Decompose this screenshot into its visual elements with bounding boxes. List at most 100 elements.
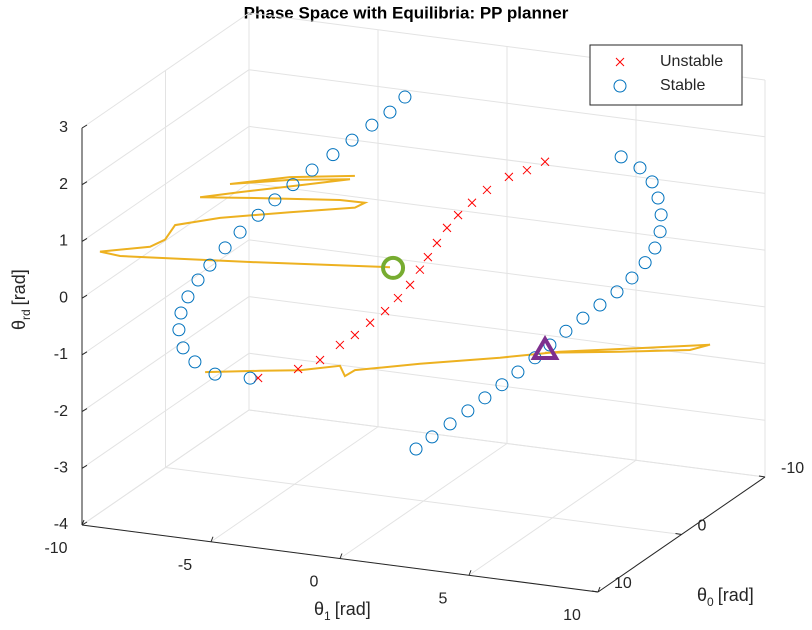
z-tick (81, 237, 88, 242)
point (233, 225, 247, 239)
point (559, 324, 573, 338)
point (345, 133, 359, 147)
x-marker-shape (423, 252, 433, 262)
z-tick (81, 521, 88, 526)
x-marker-shape (504, 172, 514, 182)
point (651, 191, 665, 205)
equilibrium-marker (381, 255, 406, 280)
point (251, 208, 265, 222)
x-marker-shape (442, 223, 452, 233)
x-marker-shape (467, 198, 477, 208)
x-marker-shape (453, 210, 463, 220)
point (405, 280, 415, 290)
point (425, 430, 439, 444)
x-tick (597, 586, 601, 593)
x-tick-label: -5 (178, 557, 192, 574)
point (398, 90, 412, 104)
point (326, 148, 340, 162)
point (181, 290, 195, 304)
point (576, 311, 590, 325)
x-tick (210, 536, 214, 542)
y-tick-label: 10 (614, 575, 632, 592)
z-axis-label: θrd[rad] (9, 269, 33, 330)
point (365, 318, 375, 328)
z-tick-label: 3 (59, 119, 68, 136)
x-tick-label: 5 (439, 590, 448, 607)
x-marker-shape (335, 340, 345, 350)
point (633, 161, 647, 175)
y-axis-label: θ0 [rad] (697, 585, 754, 609)
x-marker-shape (482, 185, 492, 195)
point (504, 172, 514, 182)
point (293, 364, 303, 374)
point (268, 193, 282, 207)
point (511, 365, 525, 379)
point (653, 225, 667, 239)
x-tick (468, 570, 472, 576)
z-tick-label: 2 (59, 176, 68, 193)
point (174, 306, 188, 320)
point (625, 271, 639, 285)
x-marker-shape (350, 330, 360, 340)
point (654, 208, 668, 222)
point (176, 341, 190, 355)
y-tick (675, 533, 682, 535)
point (540, 157, 550, 167)
legend-label: Unstable (660, 53, 723, 70)
z-tick (81, 124, 88, 129)
point (203, 258, 217, 272)
point (365, 118, 379, 132)
point (172, 323, 186, 337)
z-tick-label: -3 (54, 460, 68, 477)
grid-line (165, 467, 682, 535)
x-tick (339, 553, 343, 559)
x-tick-label: 0 (310, 574, 319, 591)
x-marker-shape (405, 280, 415, 290)
z-tick-label: 0 (59, 289, 68, 306)
point (409, 442, 423, 456)
point (383, 105, 397, 119)
grid-line (248, 409, 766, 478)
x-marker-shape (615, 57, 625, 67)
point (188, 355, 202, 369)
y-tick-label: -10 (781, 460, 804, 477)
grid-line (248, 69, 766, 138)
point (443, 417, 457, 431)
point (415, 265, 425, 275)
grid-line (81, 126, 250, 242)
point (393, 293, 403, 303)
point (461, 404, 475, 418)
x-marker-shape (315, 355, 325, 365)
point (648, 241, 662, 255)
x-marker-shape (380, 306, 390, 316)
legend-marker (615, 57, 625, 67)
grid-line (81, 69, 250, 186)
point (593, 298, 607, 312)
point (478, 391, 492, 405)
point (467, 198, 477, 208)
point (218, 241, 232, 255)
point (243, 371, 257, 385)
grid-line (81, 12, 250, 129)
legend-box (589, 44, 743, 106)
z-tick-label: -1 (54, 346, 68, 363)
z-tick-label: -2 (54, 403, 68, 420)
point (614, 150, 628, 164)
x-marker-shape (365, 318, 375, 328)
point (453, 210, 463, 220)
z-tick (81, 294, 88, 299)
x-marker-shape (432, 238, 442, 248)
point (315, 355, 325, 365)
point (442, 223, 452, 233)
legend-marker (613, 79, 627, 93)
z-tick (81, 351, 88, 356)
legend-label: Stable (660, 77, 705, 94)
equilibrium-marker (530, 335, 560, 361)
x-axis-label: θ1 [rad] (314, 599, 371, 623)
point (305, 163, 319, 177)
x-marker-shape (393, 293, 403, 303)
grid-line (248, 296, 766, 365)
x-marker-shape (522, 165, 532, 175)
point (482, 185, 492, 195)
